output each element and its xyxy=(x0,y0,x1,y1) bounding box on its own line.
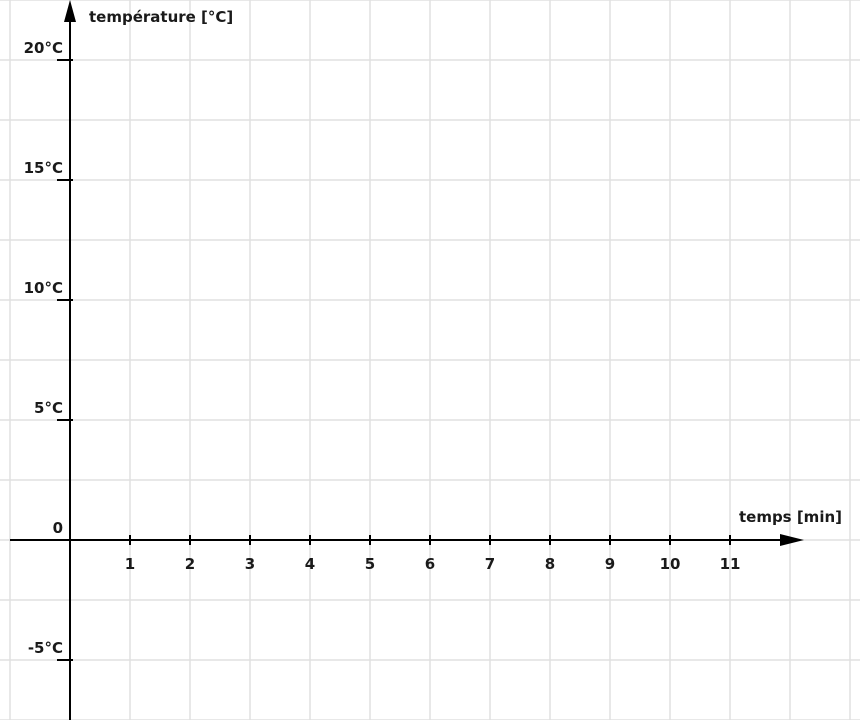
x-tick-label: 4 xyxy=(305,555,315,573)
y-axis-arrow-icon xyxy=(64,0,76,22)
x-tick-label: 8 xyxy=(545,555,555,573)
tick-labels: 1 2 3 4 5 6 7 8 9 10 11 20°C 15°C 10°C 5°C 0 -5°C xyxy=(24,39,741,657)
axes xyxy=(10,0,804,720)
x-tick-label: 5 xyxy=(365,555,375,573)
y-axis-label: température [°C] xyxy=(89,8,233,26)
y-tick-label: 20°C xyxy=(24,39,63,57)
x-tick-label: 7 xyxy=(485,555,495,573)
y-tick-label: 15°C xyxy=(24,159,63,177)
y-tick-label: -5°C xyxy=(28,639,63,657)
ticks xyxy=(57,59,731,661)
x-tick-label: 2 xyxy=(185,555,195,573)
x-axis-label: temps [min] xyxy=(739,508,842,526)
y-tick-label: 5°C xyxy=(34,399,63,417)
y-tick-label: 0 xyxy=(53,519,63,537)
x-tick-label: 6 xyxy=(425,555,435,573)
x-axis-arrow-icon xyxy=(780,534,804,546)
x-tick-label: 11 xyxy=(720,555,741,573)
x-tick-label: 10 xyxy=(660,555,681,573)
y-tick-label: 10°C xyxy=(24,279,63,297)
x-tick-label: 3 xyxy=(245,555,255,573)
x-tick-label: 1 xyxy=(125,555,135,573)
x-tick-label: 9 xyxy=(605,555,615,573)
